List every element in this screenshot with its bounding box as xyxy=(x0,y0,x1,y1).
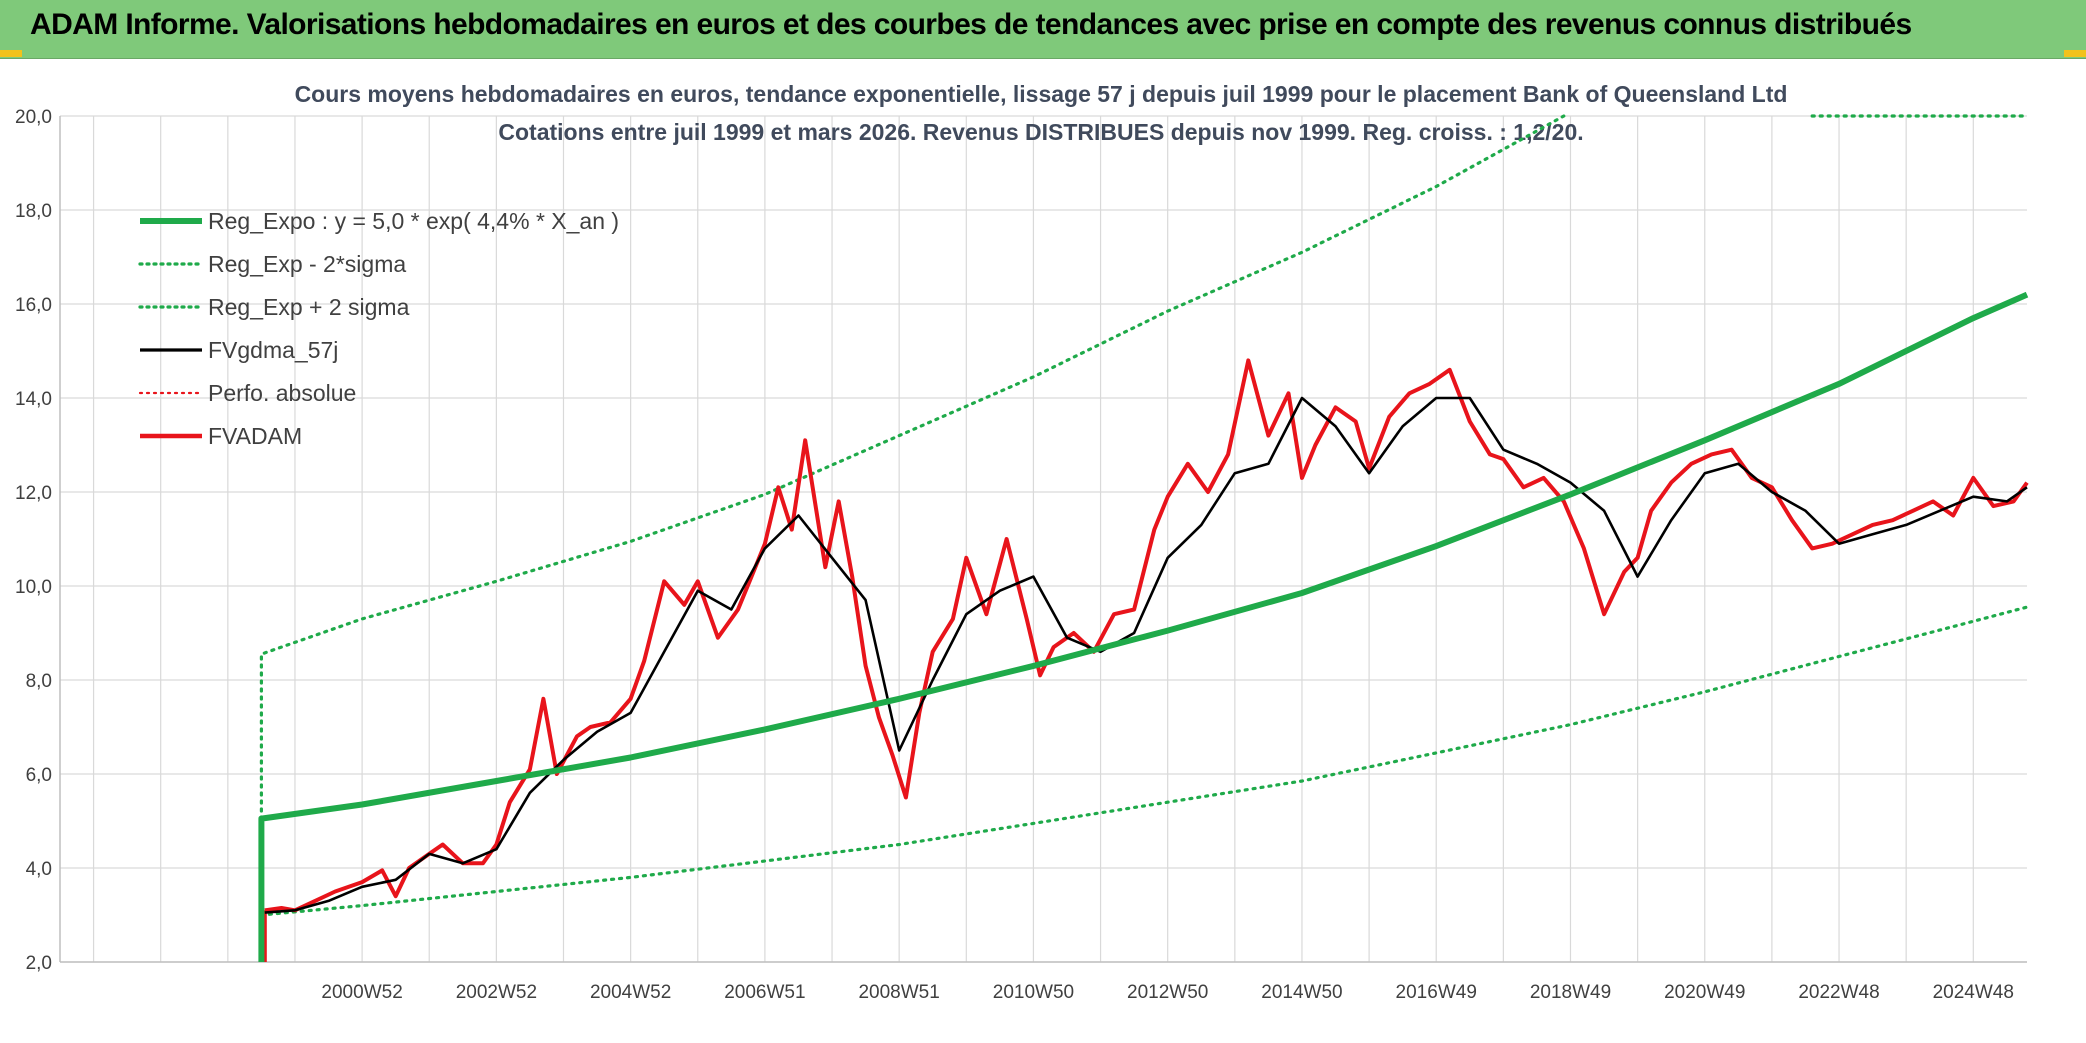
x-tick-label: 2004W52 xyxy=(590,982,671,1003)
y-tick-label: 6,0 xyxy=(26,765,52,786)
series-line-reg-minus xyxy=(259,605,2029,917)
y-tick-label: 4,0 xyxy=(26,859,52,880)
x-tick-label: 2002W52 xyxy=(456,982,537,1003)
legend: Reg_Expo : y = 5,0 * exp( 4,4% * X_an ) R… xyxy=(138,208,619,449)
chart-svg: 2,0 4,0 6,0 8,0 10,0 12,0 14,0 16,0 18,0 20,0 2000… xyxy=(15,81,2029,1003)
legend-label-reg-plus: Reg_Exp + 2 sigma xyxy=(208,294,410,320)
chart-title-line1: Cours moyens hebdomadaires en euros, ten… xyxy=(295,81,1788,107)
x-tick-label: 2010W50 xyxy=(993,982,1074,1003)
x-tick-label: 2024W48 xyxy=(1933,982,2014,1003)
y-tick-label: 14,0 xyxy=(15,389,52,410)
gridlines xyxy=(60,115,2027,963)
header-banner: ADAM Informe. Valorisations hebdomadaire… xyxy=(0,0,2086,59)
x-tick-label: 2016W49 xyxy=(1396,982,1477,1003)
series-line-fvadam xyxy=(264,358,2029,913)
x-tick-label: 2014W50 xyxy=(1261,982,1342,1003)
series-line-fvgdma xyxy=(264,396,2028,914)
series-line-reg-expo xyxy=(258,291,2029,962)
corner-accent-right xyxy=(2064,50,2086,57)
y-tick-label: 16,0 xyxy=(15,295,52,316)
x-tick-label: 2020W49 xyxy=(1664,982,1745,1003)
legend-label-perfo: Perfo. absolue xyxy=(208,380,356,406)
legend-label-reg-expo: Reg_Expo : y = 5,0 * exp( 4,4% * X_an ) xyxy=(208,208,619,234)
chart-title-line2: Cotations entre juil 1999 et mars 2026. … xyxy=(498,119,1583,145)
x-tick-label: 2022W48 xyxy=(1798,982,1879,1003)
axes: 2,0 4,0 6,0 8,0 10,0 12,0 14,0 16,0 18,0 20,0 2000… xyxy=(15,107,2027,1003)
legend-label-fvgdma: FVgdma_57j xyxy=(208,337,338,363)
x-tick-label: 2008W51 xyxy=(858,982,939,1003)
chart-area: 2,0 4,0 6,0 8,0 10,0 12,0 14,0 16,0 18,0 20,0 2000… xyxy=(0,58,2086,1038)
x-tick-label: 2000W52 xyxy=(321,982,402,1003)
y-tick-label: 10,0 xyxy=(15,577,52,598)
y-tick-label: 18,0 xyxy=(15,201,52,222)
x-tick-label: 2018W49 xyxy=(1530,982,1611,1003)
legend-label-reg-minus: Reg_Exp - 2*sigma xyxy=(208,251,406,277)
y-tick-label: 2,0 xyxy=(26,953,52,974)
banner-title: ADAM Informe. Valorisations hebdomadaire… xyxy=(30,8,1912,41)
y-tick-label: 20,0 xyxy=(15,107,52,128)
legend-label-fvadam: FVADAM xyxy=(208,423,302,449)
x-tick-label: 2012W50 xyxy=(1127,982,1208,1003)
y-tick-label: 12,0 xyxy=(15,483,52,504)
x-tick-label: 2006W51 xyxy=(724,982,805,1003)
corner-accent-left xyxy=(0,50,22,57)
series-lines xyxy=(258,114,2029,962)
series-line-reg-plus xyxy=(259,114,1566,917)
y-tick-label: 8,0 xyxy=(26,671,52,692)
